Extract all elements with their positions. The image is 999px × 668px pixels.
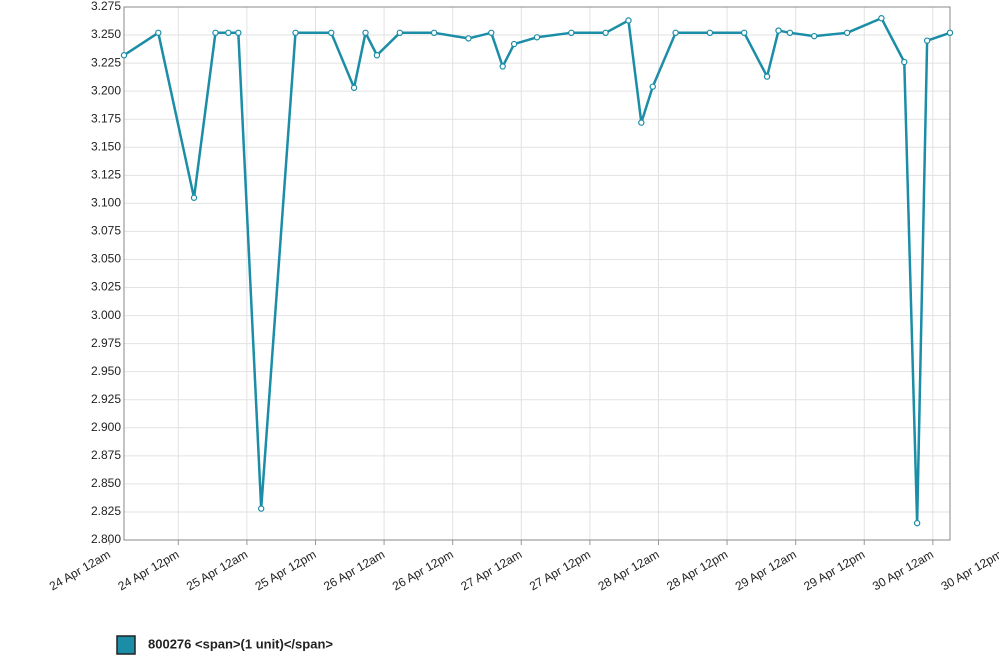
data-point [625,17,632,24]
data-point [763,73,771,80]
data-point [878,15,885,22]
x-tick-label: 25 Apr 12am [184,547,250,593]
plot-frame [123,6,951,541]
x-tick-label: 24 Apr 12am [47,547,113,593]
x-tick-label: 24 Apr 12pm [115,547,181,593]
x-tick-label: 27 Apr 12pm [527,547,593,593]
y-tick-label: 3.025 [91,280,121,294]
data-point [923,37,931,44]
y-tick-label: 3.125 [91,167,121,181]
x-tick-label: 30 Apr 12am [870,547,936,593]
data-point [672,29,679,37]
data-line [123,16,951,525]
y-tick-label: 2.875 [91,448,121,462]
data-point [120,52,128,59]
y-tick-label: 3.150 [91,139,121,153]
x-tick-label: 29 Apr 12pm [801,547,867,593]
x-tick-label: 28 Apr 12pm [664,547,730,593]
data-point [913,519,921,527]
y-tick-label: 3.050 [91,252,121,266]
data-point [499,63,506,70]
y-tick-label: 3.100 [91,196,121,210]
data-point [649,83,656,90]
legend-swatch [116,635,136,655]
x-tick-label: 27 Apr 12am [458,547,524,593]
data-point [510,40,518,48]
data-point [190,194,198,201]
data-point [775,27,782,34]
data-point [350,84,358,91]
data-point [786,29,794,37]
data-point [741,29,748,37]
y-tick-label: 3.175 [91,111,121,125]
y-tick-label: 3.200 [91,83,121,97]
x-tick-label: 28 Apr 12am [596,547,662,593]
data-point [257,505,265,512]
data-point [811,32,818,40]
y-tick-label: 3.250 [91,27,121,41]
data-point [212,29,219,37]
x-tick-label: 26 Apr 12pm [390,547,456,593]
data-point [465,35,472,42]
x-tick-label: 25 Apr 12pm [253,547,319,593]
data-point [568,29,575,37]
data-point [396,29,404,37]
data-point [488,29,495,37]
data-point [843,29,851,37]
data-point [235,29,242,37]
data-point [533,34,541,41]
data-point [328,29,335,37]
data-point [602,29,609,37]
x-tick-label: 29 Apr 12am [733,547,799,593]
data-point [225,29,232,37]
y-tick-label: 2.825 [91,504,121,518]
y-tick-label: 2.925 [91,392,121,406]
data-point [430,29,438,37]
y-tick-label: 3.225 [91,55,121,69]
y-tick-label: 2.900 [91,420,121,434]
legend-label: 800276 <span>(1 unit)</span> [148,636,333,651]
y-tick-label: 2.800 [91,532,121,546]
data-point [373,52,381,59]
data-point [155,29,162,37]
x-tick-label: 30 Apr 12pm [939,547,999,593]
y-tick-label: 2.975 [91,336,121,350]
x-tick-label: 26 Apr 12am [321,547,387,593]
data-point [292,29,299,37]
y-tick-label: 2.950 [91,364,121,378]
y-tick-label: 3.000 [91,308,121,322]
y-tick-label: 3.075 [91,224,121,238]
data-point [638,119,645,126]
data-point [946,29,954,37]
y-tick-label: 3.275 [91,0,121,13]
data-point [901,58,908,66]
y-tick-label: 2.850 [91,476,121,490]
data-point [706,29,714,37]
data-point [362,29,369,37]
